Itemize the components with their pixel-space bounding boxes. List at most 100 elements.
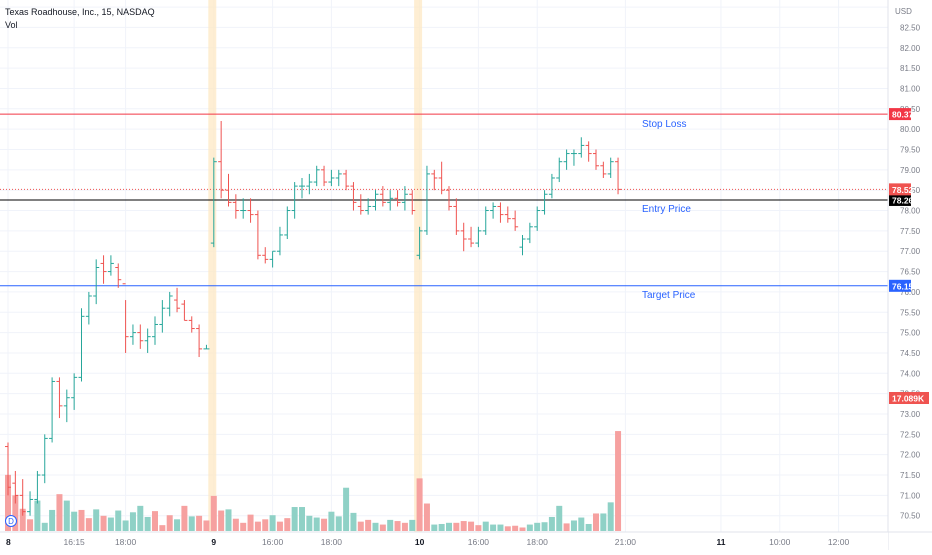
target-price-tag: 76.15 <box>892 281 914 291</box>
volume-bar <box>570 520 577 531</box>
volume-bar <box>299 507 305 531</box>
price-tick-label: 78.00 <box>900 207 921 216</box>
time-tick-label: 18:00 <box>527 537 549 547</box>
price-tick-label: 81.00 <box>900 84 921 93</box>
currency-label: USD <box>895 7 912 16</box>
price-tick-label: 72.50 <box>900 430 921 439</box>
time-tick-label: 10 <box>415 537 425 547</box>
volume-bar <box>350 512 357 531</box>
volume-bar <box>593 513 599 531</box>
volume-bar <box>56 494 63 531</box>
volume-bar <box>152 511 158 531</box>
volume-bar <box>482 521 489 531</box>
volume-bar <box>578 517 585 531</box>
price-tick-label: 79.50 <box>900 145 921 154</box>
volume-bar <box>174 519 181 531</box>
stop-price-tag: 80.37 <box>892 110 914 120</box>
last-price-tag: 78.52 <box>892 185 914 195</box>
volume-bar <box>431 524 438 531</box>
volume-bar <box>254 521 261 531</box>
volume-bar <box>159 525 166 531</box>
volume-bar <box>504 526 511 531</box>
volume-bar <box>512 525 519 531</box>
volume-bar <box>357 521 364 531</box>
volume-bar <box>63 500 70 531</box>
volume-bar <box>34 500 41 531</box>
volume-bar <box>284 518 291 531</box>
volume-bar <box>78 509 85 531</box>
volume-bar <box>615 431 622 531</box>
volume-bar <box>585 523 592 531</box>
volume-bar <box>19 508 26 531</box>
volume-bar <box>181 505 188 531</box>
volume-bar <box>468 521 475 531</box>
symbol-title: Texas Roadhouse, Inc., 15, NASDAQ <box>5 7 155 17</box>
price-tick-label: 72.00 <box>900 451 921 460</box>
volume-bar <box>144 516 151 531</box>
volume-bar <box>291 507 298 531</box>
price-axis-bg <box>888 0 932 550</box>
volume-bar <box>210 495 217 531</box>
last-price-tag-bg <box>889 183 911 196</box>
volume-bar <box>276 521 283 531</box>
volume-bar <box>607 502 614 531</box>
volume-bar <box>85 518 92 531</box>
volume-bar <box>379 524 386 531</box>
volume-bar <box>71 511 78 531</box>
volume-bar <box>534 522 541 531</box>
volume-bar <box>269 515 276 531</box>
stop-price-tag-bg <box>889 108 911 121</box>
volume-bar <box>240 522 247 531</box>
volume-bar <box>490 524 497 531</box>
volume-bar <box>12 495 19 531</box>
volume-bar <box>313 517 320 531</box>
price-tick-label: 77.50 <box>900 227 921 236</box>
volume-bar <box>93 509 100 531</box>
volume-bar <box>188 516 195 531</box>
volume-bar <box>563 523 570 531</box>
volume-bar <box>247 514 254 531</box>
volume-bar <box>416 478 423 531</box>
session-break <box>414 0 423 532</box>
time-tick-label: 18:00 <box>115 537 137 547</box>
price-tick-label: 75.50 <box>900 308 921 317</box>
volume-bar <box>27 519 34 531</box>
volume-bar <box>49 509 56 531</box>
annotation-entry: Entry Price <box>642 204 691 215</box>
volume-bar <box>41 522 48 531</box>
volume-bar <box>203 520 210 531</box>
price-tick-label: 75.00 <box>900 329 921 338</box>
volume-bar <box>556 505 563 531</box>
volume-bar <box>519 527 526 531</box>
annotation-stop: Stop Loss <box>642 119 686 130</box>
volume-bar <box>335 516 342 531</box>
volume-bar <box>225 509 232 531</box>
price-tick-label: 73.00 <box>900 410 921 419</box>
volume-bar <box>497 524 504 531</box>
volume-bar <box>218 510 225 531</box>
time-tick-label: 16:15 <box>64 537 86 547</box>
volume-bar <box>365 519 372 531</box>
volume-bar <box>526 524 533 531</box>
annotation-target: Target Price <box>642 290 696 301</box>
volume-bar <box>306 515 313 531</box>
entry-price-tag: 78.26 <box>892 195 914 205</box>
volume-bar <box>387 519 394 531</box>
volume-indicator-label: Vol <box>5 20 18 30</box>
time-tick-label: 16:00 <box>468 537 490 547</box>
volume-bar <box>129 512 136 531</box>
volume-bar <box>460 521 467 531</box>
time-tick-label: 12:00 <box>828 537 850 547</box>
volume-bar <box>137 505 144 531</box>
dividend-marker-icon[interactable]: D <box>5 515 17 527</box>
time-axis-bg <box>0 532 888 550</box>
time-tick-label: 8 <box>6 537 11 547</box>
volume-bar <box>100 515 107 531</box>
volume-bar <box>453 522 460 531</box>
volume-bar <box>541 522 548 531</box>
volume-bar <box>423 503 430 531</box>
price-tick-label: 76.50 <box>900 268 921 277</box>
volume-bar <box>446 522 452 531</box>
